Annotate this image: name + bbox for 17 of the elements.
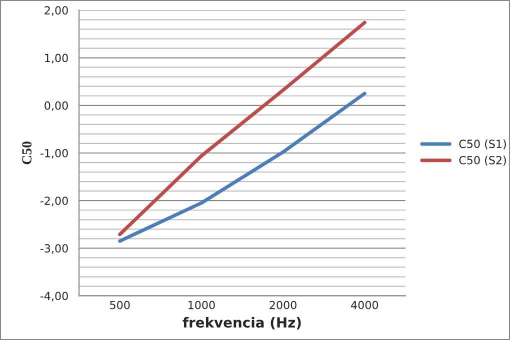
y-tick-label: 1,00	[45, 54, 68, 64]
y-tick-label: -1,00	[40, 148, 68, 159]
legend-label: C50 (S1)	[459, 139, 506, 150]
y-tick-label: -4,00	[40, 292, 68, 302]
y-tick-label: -3,00	[40, 244, 68, 254]
y-tick-label: -2,00	[40, 196, 68, 206]
line-series	[118, 92, 366, 243]
legend-label: C50 (S2)	[459, 156, 506, 166]
x-tick-label: 1000	[188, 300, 215, 310]
x-axis-title: frekvencia (Hz)	[182, 316, 301, 330]
y-tick-label: 2,00	[44, 6, 68, 16]
x-tick-label: 2000	[270, 300, 296, 310]
y-axis-title: C50	[22, 142, 32, 164]
y-tick-label: 0,00	[44, 101, 68, 111]
x-tick-label: 500	[110, 300, 130, 310]
line-series	[118, 20, 366, 236]
x-tick-label: 4000	[351, 300, 378, 310]
